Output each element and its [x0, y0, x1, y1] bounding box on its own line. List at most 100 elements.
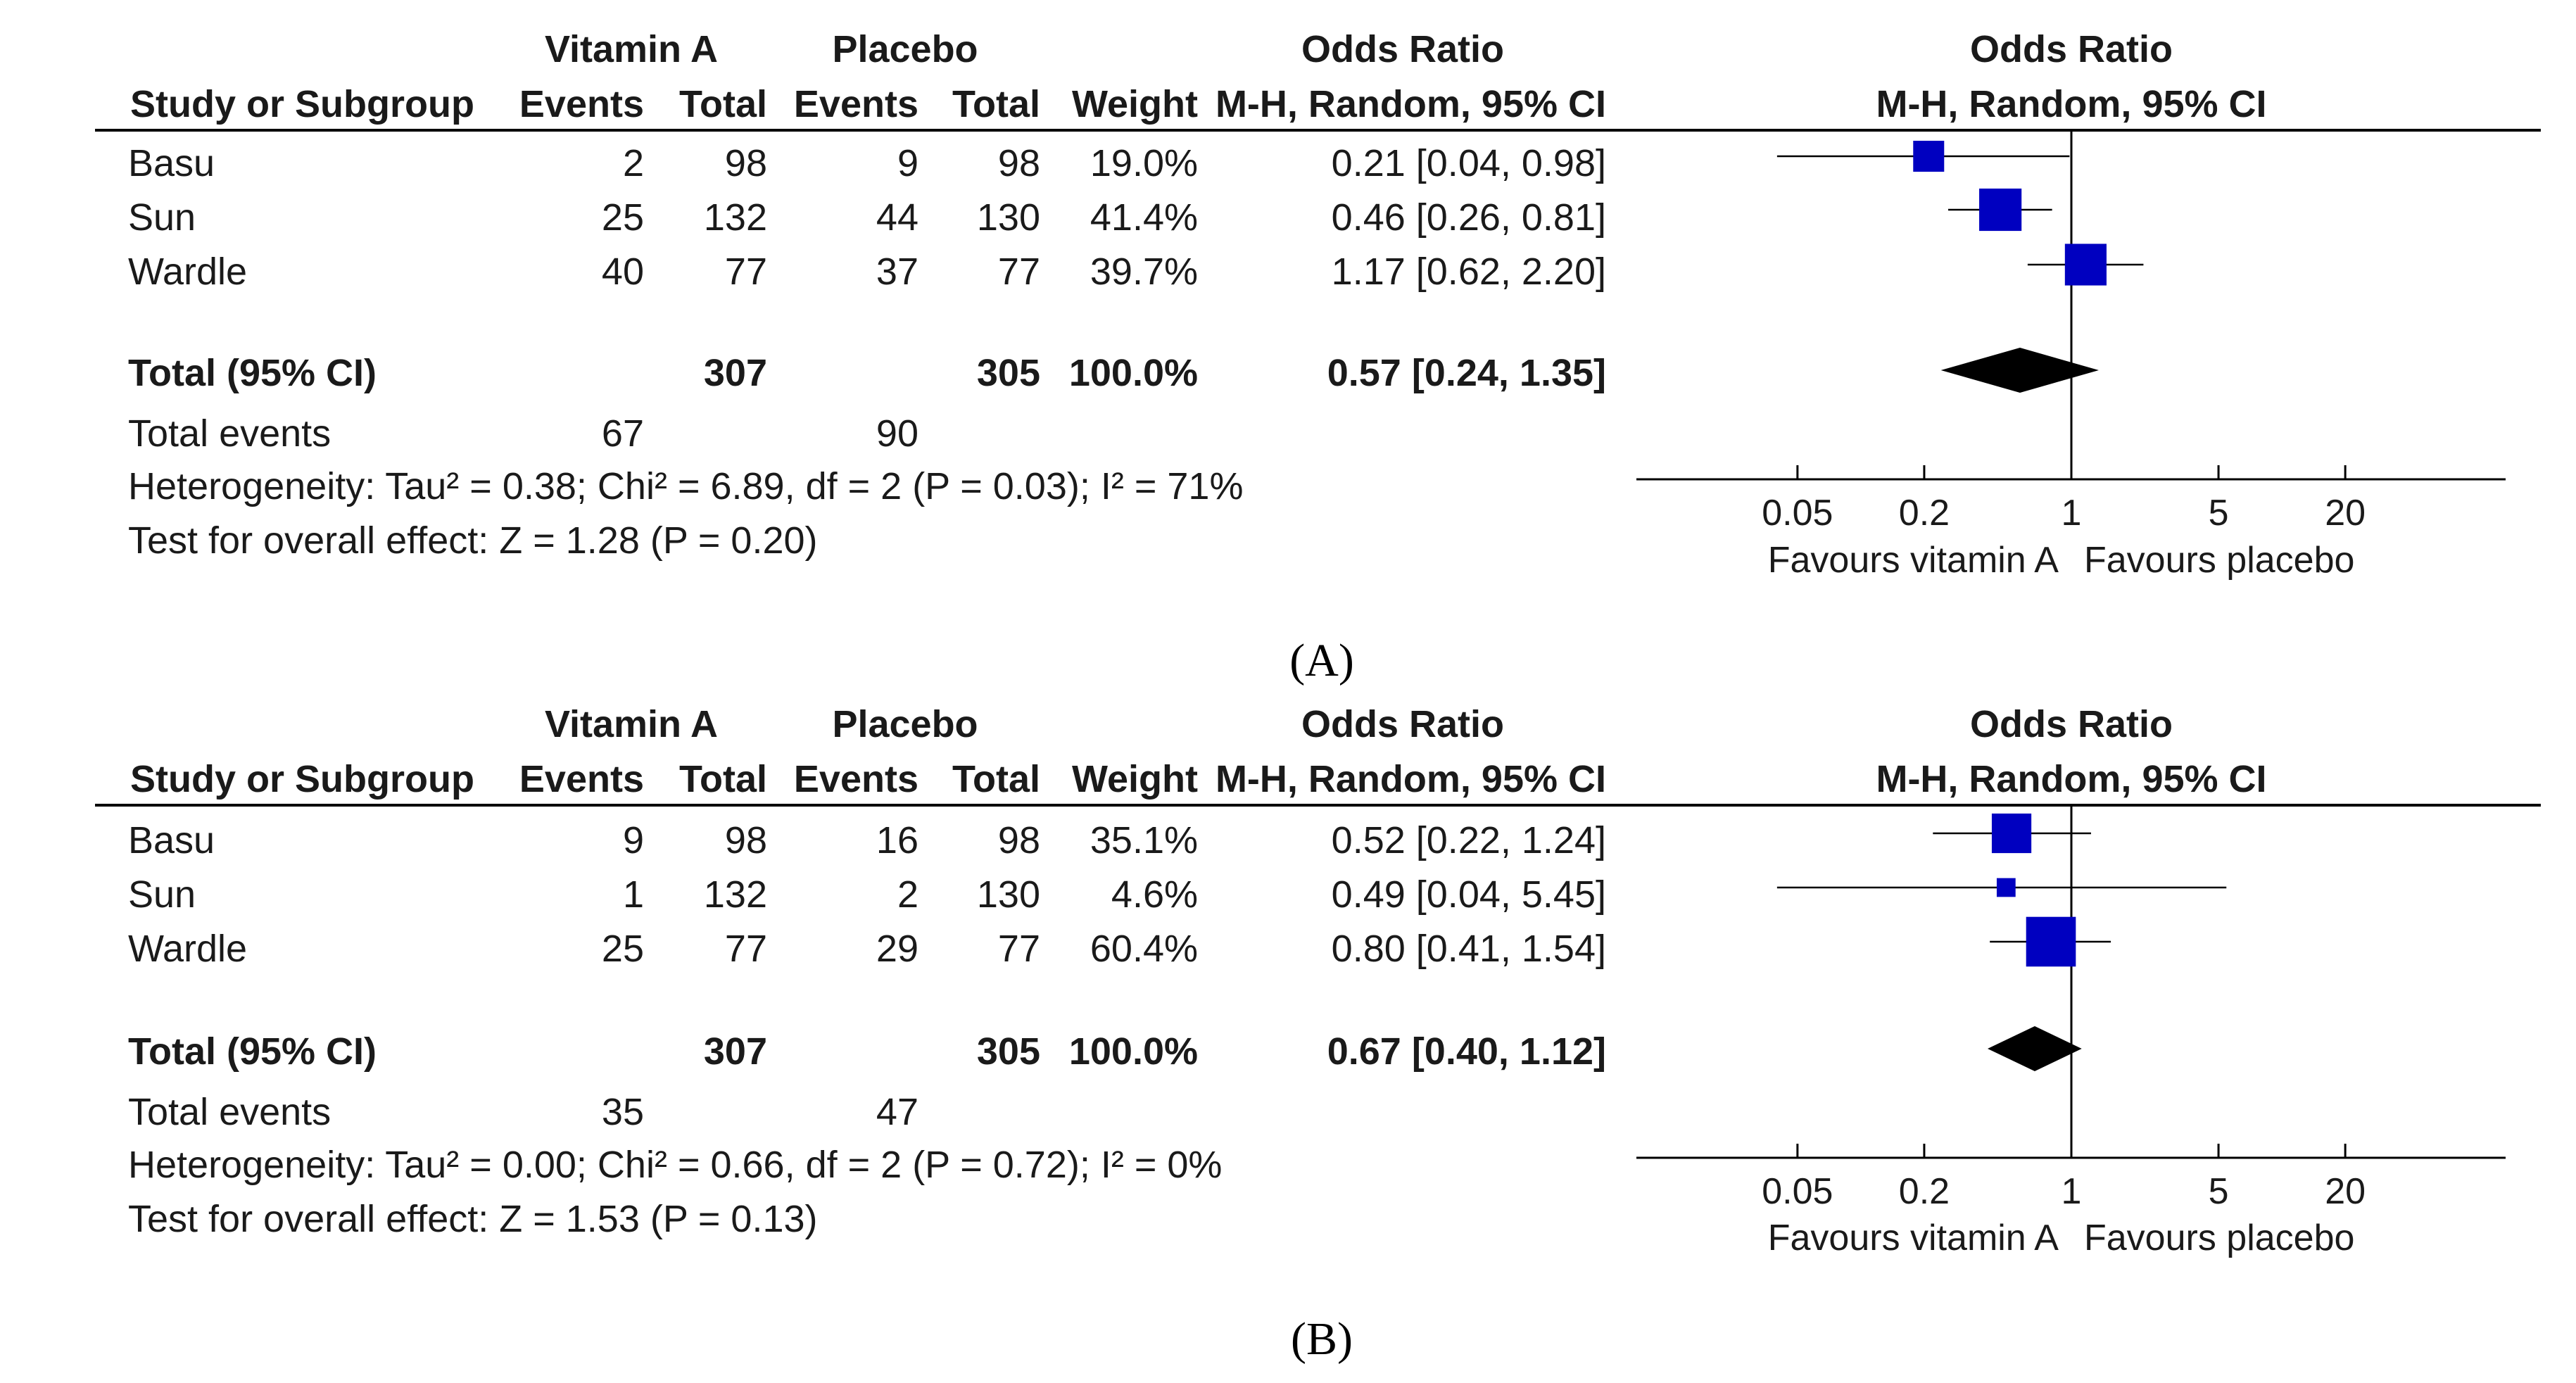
plot-method-header: M-H, Random, 95% CI — [1876, 83, 2266, 125]
ci-value: 0.80 [0.41, 1.54] — [1332, 928, 1606, 970]
favours-left-label: Favours vitamin A — [1768, 1218, 2059, 1258]
study-marker — [2064, 244, 2107, 286]
total1-value: 77 — [725, 251, 767, 293]
events1-sum: 35 — [602, 1091, 644, 1133]
weight-value: 4.6% — [1111, 873, 1198, 916]
ci-value: 0.46 [0.26, 0.81] — [1332, 196, 1606, 239]
events2-value: 16 — [876, 819, 918, 861]
total2-header: Total — [952, 83, 1040, 125]
overall-effect-text: Test for overall effect: Z = 1.28 (P = 0… — [128, 519, 818, 562]
study-name: Basu — [128, 142, 215, 184]
x-tick-label: 0.2 — [1899, 1171, 1950, 1212]
events1-value: 40 — [602, 251, 644, 293]
total1-value: 77 — [725, 928, 767, 970]
events1-value: 1 — [623, 873, 644, 916]
method-header: M-H, Random, 95% CI — [1216, 758, 1606, 800]
events1-value: 25 — [602, 928, 644, 970]
total-weight: 100.0% — [1069, 352, 1198, 394]
study-header: Study or Subgroup — [130, 83, 474, 125]
table-row: Wardle 40 77 37 77 39.7% 1.17 [0.62, 2.2… — [128, 251, 1606, 293]
panel-a: Vitamin A Placebo Odds Ratio Odds Ratio … — [95, 28, 2541, 686]
total2-sum: 305 — [977, 352, 1040, 394]
x-tick-label: 1 — [2062, 1171, 2082, 1212]
ci-value: 1.17 [0.62, 2.20] — [1332, 251, 1606, 293]
study-name: Wardle — [128, 928, 247, 970]
total-ci: 0.57 [0.24, 1.35] — [1327, 352, 1606, 394]
table-row: Basu 9 98 16 98 35.1% 0.52 [0.22, 1.24] — [128, 819, 1606, 861]
or-title: Odds Ratio — [1301, 703, 1504, 745]
forest-plot-a: 0.05 0.2 1 5 20 Favours vitamin A Favours plac… — [1636, 132, 2506, 581]
forest-plot-b: 0.05 0.2 1 5 20 Favours vitamin A Favours plac… — [1636, 807, 2506, 1258]
favours-left-label: Favours vitamin A — [1768, 540, 2059, 581]
total1-sum: 307 — [704, 1030, 767, 1073]
total2-sum: 305 — [977, 1030, 1040, 1073]
overall-effect-text: Test for overall effect: Z = 1.53 (P = 0… — [128, 1198, 818, 1240]
events2-value: 9 — [897, 142, 918, 184]
total-ci: 0.67 [0.40, 1.12] — [1327, 1030, 1606, 1073]
x-tick-label: 0.05 — [1762, 1171, 1833, 1212]
total2-value: 130 — [977, 873, 1040, 916]
events2-value: 2 — [897, 873, 918, 916]
events2-value: 44 — [876, 196, 918, 239]
total2-value: 98 — [998, 819, 1040, 861]
plot-title: Odds Ratio — [1970, 703, 2173, 745]
or-title: Odds Ratio — [1301, 28, 1504, 70]
favours-right-label: Favours placebo — [2084, 1218, 2354, 1258]
weight-value: 60.4% — [1090, 928, 1198, 970]
events-label: Total events — [128, 412, 331, 455]
events-row: Total events 67 90 — [128, 412, 918, 455]
total2-header: Total — [952, 758, 1040, 800]
plot-title: Odds Ratio — [1970, 28, 2173, 70]
total1-value: 98 — [725, 819, 767, 861]
group2-header: Placebo — [832, 703, 978, 745]
x-tick-label: 20 — [2325, 493, 2366, 533]
x-tick-label: 20 — [2325, 1171, 2366, 1212]
x-tick-label: 5 — [2209, 1171, 2229, 1212]
study-name: Wardle — [128, 251, 247, 293]
total-label: Total (95% CI) — [128, 352, 377, 394]
table-row: Basu 2 98 9 98 19.0% 0.21 [0.04, 0.98] — [128, 142, 1606, 184]
total1-header: Total — [679, 83, 767, 125]
total2-value: 98 — [998, 142, 1040, 184]
x-tick-label: 0.2 — [1899, 493, 1950, 533]
weight-value: 41.4% — [1090, 196, 1198, 239]
weight-header: Weight — [1072, 83, 1198, 125]
events2-header: Events — [794, 83, 918, 125]
total-label: Total (95% CI) — [128, 1030, 377, 1073]
events-row: Total events 35 47 — [128, 1091, 918, 1133]
study-header: Study or Subgroup — [130, 758, 474, 800]
total1-value: 98 — [725, 142, 767, 184]
events1-sum: 67 — [602, 412, 644, 455]
ci-value: 0.49 [0.04, 5.45] — [1332, 873, 1606, 916]
plot-method-header: M-H, Random, 95% CI — [1876, 758, 2266, 800]
x-tick-label: 1 — [2062, 493, 2082, 533]
table-row: Sun 25 132 44 130 41.4% 0.46 [0.26, 0.81… — [128, 196, 1606, 239]
panel-label-b: (B) — [1291, 1313, 1353, 1365]
events1-header: Events — [519, 758, 644, 800]
events-label: Total events — [128, 1091, 331, 1133]
study-marker — [1991, 813, 2032, 854]
weight-value: 39.7% — [1090, 251, 1198, 293]
events2-header: Events — [794, 758, 918, 800]
events2-sum: 47 — [876, 1091, 918, 1133]
panel-b: Vitamin A Placebo Odds Ratio Odds Ratio … — [95, 703, 2541, 1365]
total2-value: 77 — [998, 928, 1040, 970]
pooled-diamond — [1940, 348, 2099, 393]
total-weight: 100.0% — [1069, 1030, 1198, 1073]
total1-header: Total — [679, 758, 767, 800]
group1-header: Vitamin A — [545, 28, 718, 70]
weight-value: 35.1% — [1090, 819, 1198, 861]
group2-header: Placebo — [832, 28, 978, 70]
panel-label-a: (A) — [1289, 635, 1354, 686]
heterogeneity-text: Heterogeneity: Tau² = 0.00; Chi² = 0.66,… — [128, 1144, 1222, 1186]
study-name: Basu — [128, 819, 215, 861]
total-row: Total (95% CI) 307 305 100.0% 0.67 [0.40… — [128, 1030, 1606, 1073]
events1-value: 2 — [623, 142, 644, 184]
total1-value: 132 — [704, 873, 767, 916]
weight-value: 19.0% — [1090, 142, 1198, 184]
ci-value: 0.52 [0.22, 1.24] — [1332, 819, 1606, 861]
pooled-diamond — [1987, 1026, 2082, 1071]
method-header: M-H, Random, 95% CI — [1216, 83, 1606, 125]
total2-value: 130 — [977, 196, 1040, 239]
